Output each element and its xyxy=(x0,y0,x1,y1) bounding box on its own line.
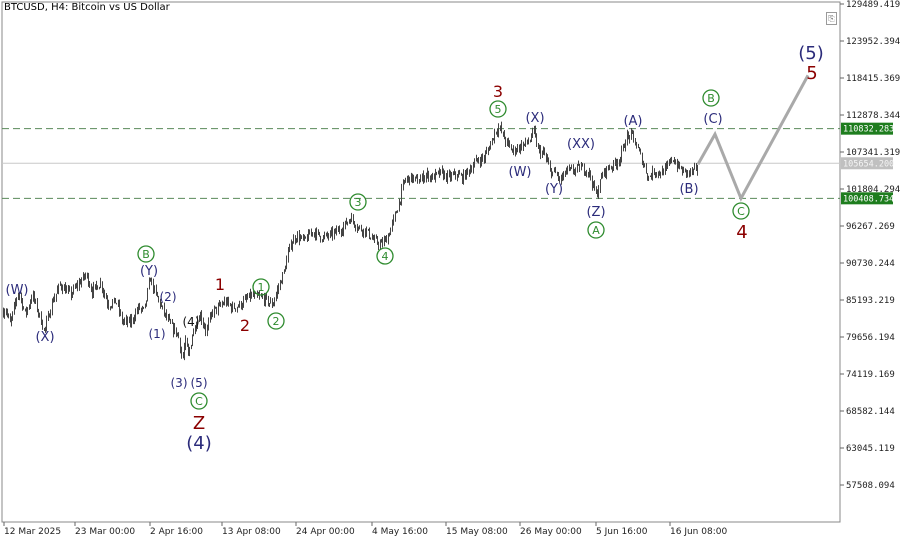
circled-wave-label: B xyxy=(142,248,150,261)
y-tick-label: 118415.369 xyxy=(846,74,900,84)
wave-label: (X) xyxy=(525,111,544,126)
wave-label: (2) xyxy=(160,290,177,304)
level-tag xyxy=(841,192,893,205)
y-tick-label: 63045.119 xyxy=(846,444,895,454)
y-tick-label: 112878.344 xyxy=(846,111,900,121)
wave-circle-marker xyxy=(190,392,208,410)
wave-circle-marker xyxy=(702,89,720,107)
x-tick-label: 13 Apr 08:00 xyxy=(222,527,281,537)
circled-wave-label: 2 xyxy=(273,315,280,328)
plot-frame xyxy=(1,1,841,523)
y-tick-label: 107341.319 xyxy=(846,148,900,158)
circled-wave-label: A xyxy=(592,224,600,237)
projection-path xyxy=(696,74,810,202)
wave-label: 2 xyxy=(240,316,250,335)
circled-wave-label: C xyxy=(195,395,203,408)
wave-circle-marker xyxy=(267,312,285,330)
y-tick-label: 123952.394 xyxy=(846,37,900,47)
wave-circle-marker xyxy=(732,202,750,220)
wave-circle-marker xyxy=(252,278,270,296)
current-price-tag xyxy=(841,157,893,170)
x-tick-label: 5 Jun 16:00 xyxy=(596,527,648,537)
x-tick-label: 23 Mar 00:00 xyxy=(75,527,135,537)
y-tick-label: 85193.219 xyxy=(846,296,895,306)
wave-circle-marker xyxy=(376,247,394,265)
circled-wave-label: 5 xyxy=(495,103,502,116)
wave-label: (A) xyxy=(623,114,642,129)
x-tick-label: 24 Apr 00:00 xyxy=(296,527,355,537)
wave-circle-marker xyxy=(489,100,507,118)
wave-label: (XX) xyxy=(567,137,595,152)
y-tick-label: 101804.294 xyxy=(846,185,900,195)
wave-label: (4) xyxy=(183,315,200,329)
wave-label: (4) xyxy=(186,433,212,454)
x-tick-label: 15 May 08:00 xyxy=(446,527,508,537)
wave-circle-marker xyxy=(587,221,605,239)
wave-label: 4 xyxy=(736,222,747,243)
y-tick-label: 129489.419 xyxy=(846,0,900,10)
y-tick-label: 96267.269 xyxy=(846,222,895,232)
y-tick-label: 74119.169 xyxy=(846,370,895,380)
wave-label: (5) xyxy=(798,43,824,64)
x-tick-label: 4 May 16:00 xyxy=(372,527,428,537)
wave-circle-marker xyxy=(137,245,155,263)
info-icon[interactable]: ⎘ xyxy=(826,12,837,25)
x-tick-label: 2 Apr 16:00 xyxy=(150,527,203,537)
circled-wave-label: 4 xyxy=(382,250,389,263)
x-tick-label: 26 May 00:00 xyxy=(520,527,582,537)
wave-label: (Y) xyxy=(140,264,158,279)
wave-label: (Y) xyxy=(545,182,563,197)
current-price-text: 105654.200 xyxy=(843,159,894,169)
wave-label: (3) xyxy=(171,376,188,390)
level-tag xyxy=(841,122,893,135)
wave-label: 3 xyxy=(493,82,503,101)
wave-label: (1) xyxy=(149,327,166,341)
wave-label: (W) xyxy=(509,165,532,180)
level-tag-text: 110832.283 xyxy=(843,125,894,135)
y-tick-label: 90730.244 xyxy=(846,259,895,269)
wave-circle-marker xyxy=(349,193,367,211)
symbol-label: BTCUSD, H4: Bitcoin vs US Dollar xyxy=(4,2,170,13)
y-tick-label: 68582.144 xyxy=(846,407,895,417)
wave-label: (Z) xyxy=(586,205,605,220)
wave-label: Z xyxy=(193,413,205,434)
circled-wave-label: 3 xyxy=(355,196,362,209)
x-tick-label: 12 Mar 2025 xyxy=(4,527,61,537)
wave-label: (B) xyxy=(679,182,698,197)
y-tick-label: 57508.094 xyxy=(846,481,895,491)
circled-wave-label: C xyxy=(737,205,745,218)
x-tick-label: 16 Jun 08:00 xyxy=(670,527,727,537)
wave-label: (X) xyxy=(35,330,54,345)
wave-label: 5 xyxy=(806,63,817,84)
wave-label: 1 xyxy=(215,275,225,294)
wave-label: (5) xyxy=(191,376,208,390)
circled-wave-label: B xyxy=(707,92,715,105)
wave-label: (C) xyxy=(703,112,722,127)
circled-wave-label: 1 xyxy=(258,281,265,294)
candles xyxy=(3,121,698,361)
level-tag-text: 100408.734 xyxy=(843,194,894,204)
y-tick-label: 79656.194 xyxy=(846,333,895,343)
wave-label: (W) xyxy=(6,283,29,298)
